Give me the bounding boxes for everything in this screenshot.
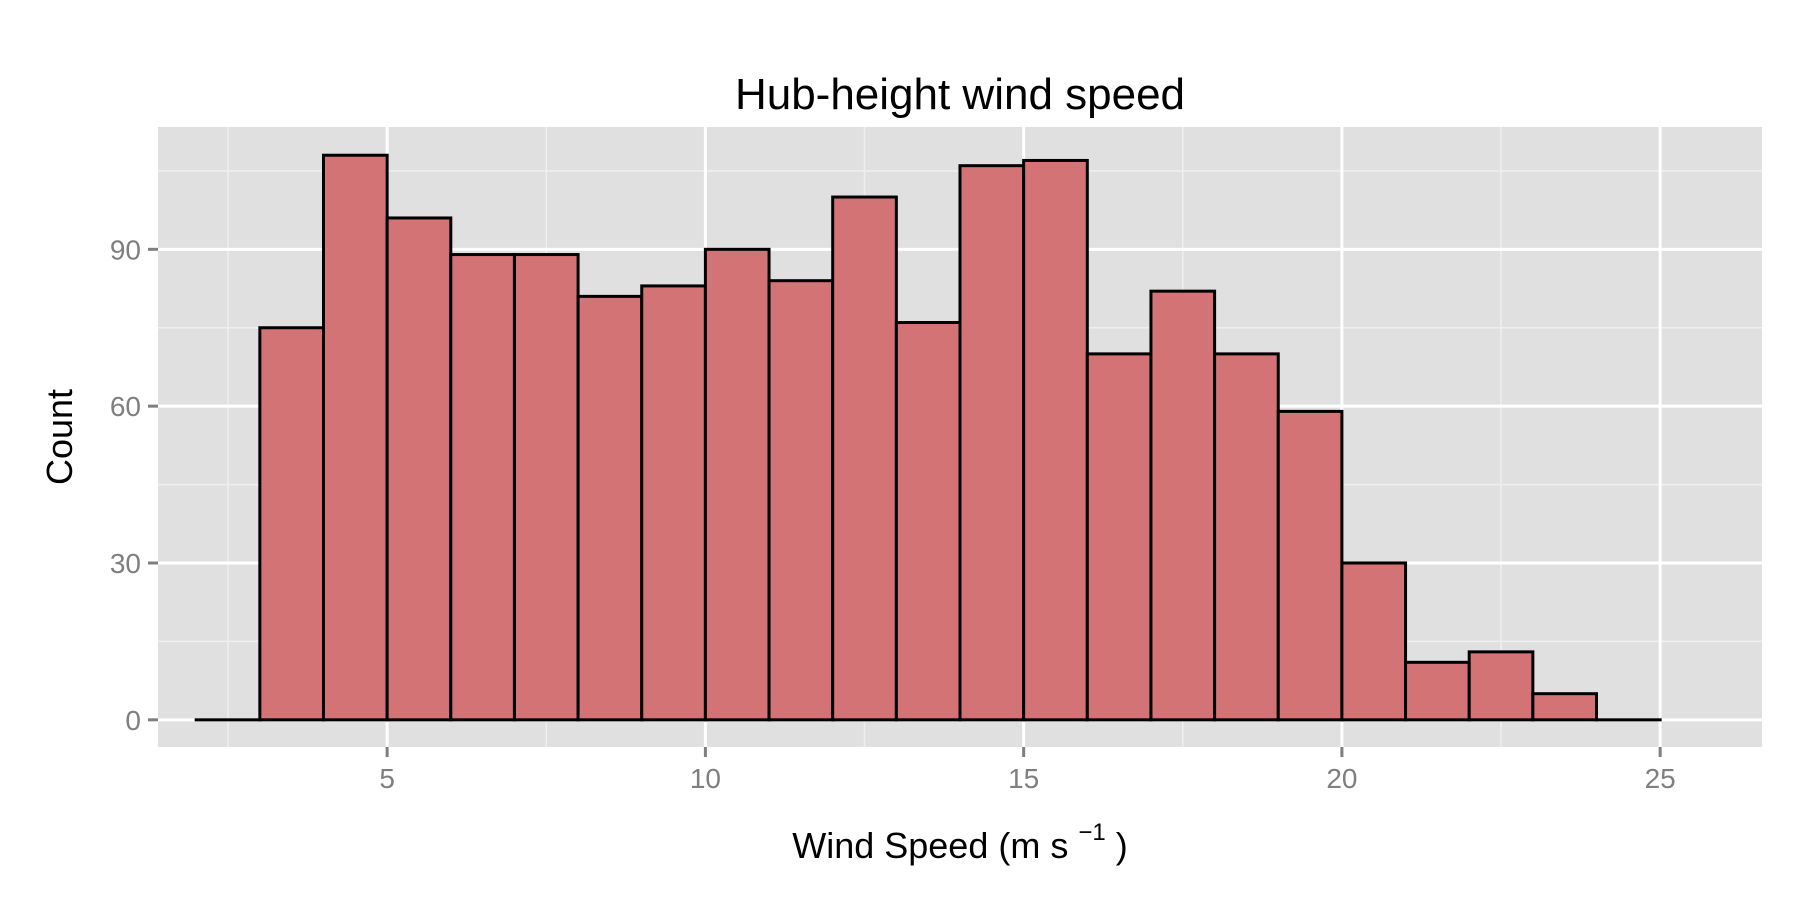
histogram-bar <box>833 197 897 720</box>
histogram-bar <box>387 218 451 720</box>
x-axis-title-suffix: ) <box>1116 825 1128 866</box>
histogram-bar <box>642 286 706 720</box>
histogram-bar <box>1278 411 1342 719</box>
x-tick-label: 5 <box>379 763 395 794</box>
histogram-bar <box>578 296 642 719</box>
histogram-bar <box>1533 694 1597 720</box>
x-axis-title: Wind Speed (m s −1 ) <box>792 807 1128 866</box>
x-axis: 5 10 15 20 25 <box>379 747 1675 794</box>
histogram-bar <box>260 328 324 720</box>
histogram-bar <box>1151 291 1215 720</box>
histogram-bar <box>451 255 515 720</box>
histogram-bar <box>1406 662 1470 720</box>
histogram-bar <box>1087 354 1151 720</box>
x-tick-label: 25 <box>1645 763 1676 794</box>
histogram-bar <box>1469 652 1533 720</box>
histogram-bar <box>896 323 960 720</box>
histogram-bar <box>514 255 578 720</box>
y-tick-label: 60 <box>110 391 141 422</box>
histogram-bar <box>1342 563 1406 720</box>
x-tick-label: 20 <box>1326 763 1357 794</box>
chart-title: Hub-height wind speed <box>735 70 1185 119</box>
y-tick-label: 30 <box>110 548 141 579</box>
x-axis-title-main: Wind Speed (m s <box>792 825 1068 866</box>
x-tick-label: 15 <box>1008 763 1039 794</box>
histogram-bar <box>960 166 1024 720</box>
histogram-bar <box>769 281 833 720</box>
histogram-bar <box>705 249 769 719</box>
y-axis: 0 30 60 90 <box>110 234 158 735</box>
y-axis-title: Count <box>39 389 80 485</box>
y-tick-label: 0 <box>125 705 141 736</box>
x-tick-label: 10 <box>690 763 721 794</box>
x-axis-title-superscript: −1 <box>1078 819 1105 846</box>
histogram-bar <box>1215 354 1279 720</box>
y-tick-label: 90 <box>110 234 141 265</box>
histogram-bar <box>323 155 387 720</box>
histogram-bar <box>1024 160 1088 719</box>
